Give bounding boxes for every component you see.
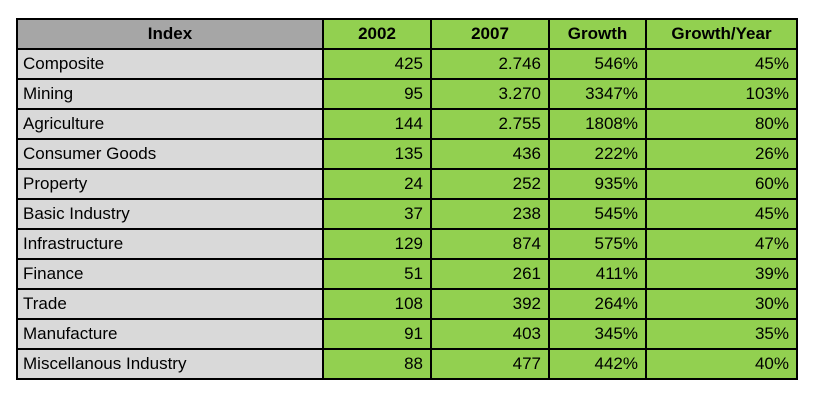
table-row: Miscellanous Industry 88 477 442% 40% [16,348,798,380]
cell-2007: 2.746 [430,48,550,80]
table-container: Index 2002 2007 Growth Growth/Year Compo… [16,18,798,380]
cell-growth-per-year: 45% [645,198,798,230]
cell-2007: 261 [430,258,550,290]
cell-2002: 108 [322,288,432,320]
cell-2007: 3.270 [430,78,550,110]
table-row: Trade 108 392 264% 30% [16,288,798,320]
table-row: Consumer Goods 135 436 222% 26% [16,138,798,170]
col-header-growth-per-year: Growth/Year [645,18,798,50]
table-body: Composite 425 2.746 546% 45% Mining 95 3… [16,48,798,380]
table-row: Composite 425 2.746 546% 45% [16,48,798,80]
cell-2007: 238 [430,198,550,230]
table-row: Manufacture 91 403 345% 35% [16,318,798,350]
cell-2002: 24 [322,168,432,200]
index-growth-table: Index 2002 2007 Growth Growth/Year Compo… [16,18,798,380]
cell-2007: 392 [430,288,550,320]
cell-growth-per-year: 40% [645,348,798,380]
cell-2007: 874 [430,228,550,260]
cell-2007: 436 [430,138,550,170]
cell-growth-per-year: 47% [645,228,798,260]
cell-growth: 935% [548,168,647,200]
cell-2007: 477 [430,348,550,380]
table-row: Infrastructure 129 874 575% 47% [16,228,798,260]
cell-2002: 88 [322,348,432,380]
cell-2002: 51 [322,258,432,290]
cell-growth-per-year: 103% [645,78,798,110]
cell-2007: 2.755 [430,108,550,140]
row-label: Agriculture [16,108,324,140]
row-label: Trade [16,288,324,320]
cell-growth-per-year: 60% [645,168,798,200]
cell-2002: 91 [322,318,432,350]
cell-growth: 545% [548,198,647,230]
cell-2002: 135 [322,138,432,170]
cell-2002: 37 [322,198,432,230]
cell-growth: 442% [548,348,647,380]
col-header-2002: 2002 [322,18,432,50]
row-label: Finance [16,258,324,290]
row-label: Manufacture [16,318,324,350]
table-header: Index 2002 2007 Growth Growth/Year [16,18,798,50]
row-label: Infrastructure [16,228,324,260]
cell-growth-per-year: 39% [645,258,798,290]
row-label: Mining [16,78,324,110]
cell-growth: 345% [548,318,647,350]
table-row: Agriculture 144 2.755 1808% 80% [16,108,798,140]
cell-growth-per-year: 45% [645,48,798,80]
cell-2007: 403 [430,318,550,350]
cell-2002: 95 [322,78,432,110]
table-row: Finance 51 261 411% 39% [16,258,798,290]
col-header-growth: Growth [548,18,647,50]
cell-growth: 3347% [548,78,647,110]
row-label: Consumer Goods [16,138,324,170]
cell-growth: 1808% [548,108,647,140]
row-label: Composite [16,48,324,80]
cell-growth: 222% [548,138,647,170]
table-row: Basic Industry 37 238 545% 45% [16,198,798,230]
table-row: Mining 95 3.270 3347% 103% [16,78,798,110]
cell-growth: 264% [548,288,647,320]
cell-2002: 425 [322,48,432,80]
cell-2002: 129 [322,228,432,260]
cell-2002: 144 [322,108,432,140]
cell-growth-per-year: 80% [645,108,798,140]
row-label: Basic Industry [16,198,324,230]
cell-2007: 252 [430,168,550,200]
table-row: Property 24 252 935% 60% [16,168,798,200]
col-header-2007: 2007 [430,18,550,50]
cell-growth: 546% [548,48,647,80]
col-header-index: Index [16,18,324,50]
cell-growth: 575% [548,228,647,260]
cell-growth-per-year: 26% [645,138,798,170]
cell-growth-per-year: 35% [645,318,798,350]
row-label: Miscellanous Industry [16,348,324,380]
row-label: Property [16,168,324,200]
cell-growth: 411% [548,258,647,290]
header-row: Index 2002 2007 Growth Growth/Year [16,18,798,50]
cell-growth-per-year: 30% [645,288,798,320]
